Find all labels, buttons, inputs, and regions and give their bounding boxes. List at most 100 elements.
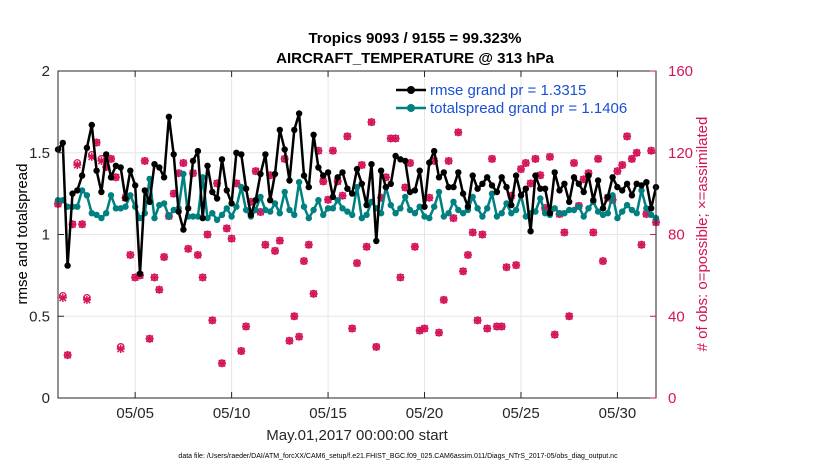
rmse-point xyxy=(527,228,534,235)
rmse-point xyxy=(508,201,515,209)
rmse-point xyxy=(537,185,544,192)
obs-assimilated-marker xyxy=(116,344,125,353)
rmse-point xyxy=(199,214,206,222)
totalspread-point xyxy=(127,192,134,199)
x-tick-label-1: 05/10 xyxy=(213,405,251,422)
rmse-point xyxy=(122,195,129,202)
rmse-point xyxy=(522,185,529,192)
rmse-point xyxy=(556,187,563,194)
rmse-point xyxy=(223,187,230,194)
legend-rmse-label: rmse grand pr = 1.3315 xyxy=(430,82,586,99)
totalspread-point xyxy=(498,210,505,217)
totalspread-point xyxy=(315,197,322,204)
totalspread-point xyxy=(78,187,86,194)
rmse-point xyxy=(300,172,308,179)
legend-rmse-marker xyxy=(407,86,415,94)
totalspread-point xyxy=(623,201,631,209)
obs-assimilated-marker xyxy=(237,346,246,355)
rmse-point xyxy=(209,188,216,196)
chart-title-line1: Tropics 9093 / 9155 = 99.323% xyxy=(308,30,521,47)
rmse-point xyxy=(349,190,356,197)
rmse-point xyxy=(479,180,486,187)
obs-assimilated-marker xyxy=(632,148,641,157)
obs-assimilated-marker xyxy=(521,158,530,167)
rmse-point xyxy=(204,162,211,169)
totalspread-point xyxy=(267,208,274,215)
obs-assimilated-marker xyxy=(444,156,453,165)
obs-assimilated-marker xyxy=(353,259,361,268)
rmse-point xyxy=(450,183,457,191)
totalspread-point xyxy=(242,206,250,214)
rmse-point xyxy=(426,159,433,166)
totalspread-point xyxy=(431,203,438,210)
totalspread-point xyxy=(339,205,346,212)
obs-assimilated-marker xyxy=(82,295,91,304)
rmse-point xyxy=(262,151,269,158)
rmse-point xyxy=(228,200,235,207)
rmse-point xyxy=(387,180,394,187)
rmse-point xyxy=(464,203,472,210)
rmse-point xyxy=(566,198,573,205)
totalspread-point xyxy=(238,183,245,191)
totalspread-point xyxy=(88,210,96,217)
rmse-point xyxy=(551,169,558,176)
totalspread-point xyxy=(353,183,361,191)
totalspread-point xyxy=(122,203,129,210)
rmse-point xyxy=(541,185,549,192)
totalspread-point xyxy=(329,205,337,212)
totalspread-point xyxy=(551,205,558,212)
totalspread-point xyxy=(349,211,356,219)
rmse-point xyxy=(242,185,250,192)
totalspread-point xyxy=(628,206,636,214)
totalspread-point xyxy=(556,210,563,217)
y-left-tick-label-3: 1.5 xyxy=(29,145,50,162)
obs-assimilated-marker xyxy=(449,214,458,223)
rmse-point xyxy=(411,187,419,194)
totalspread-point xyxy=(233,203,240,210)
totalspread-point xyxy=(392,210,399,217)
rmse-point xyxy=(233,149,240,156)
rmse-point xyxy=(638,182,645,189)
rmse-point xyxy=(276,126,283,134)
rmse-point xyxy=(455,169,462,176)
y-right-tick-label-1: 40 xyxy=(668,308,685,325)
rmse-point xyxy=(117,164,124,171)
obs-assimilated-marker xyxy=(468,228,477,237)
totalspread-point xyxy=(580,213,587,220)
totalspread-point xyxy=(180,170,187,178)
totalspread-point xyxy=(344,208,351,215)
totalspread-point xyxy=(305,214,312,222)
rmse-series xyxy=(54,110,660,277)
rmse-point xyxy=(93,167,100,174)
rmse-point xyxy=(445,183,452,191)
rmse-point xyxy=(599,205,607,212)
obs-assimilated-marker xyxy=(290,312,299,321)
y-left-axis-ticks: 0 0.5 1 1.5 2 xyxy=(29,63,64,407)
totalspread-point xyxy=(358,214,365,222)
obs-assimilated-marker xyxy=(372,342,381,351)
rmse-point xyxy=(103,151,110,158)
obs-assimilated-marker xyxy=(155,285,164,294)
obs-assimilated-marker xyxy=(531,154,540,163)
rmse-point xyxy=(561,180,568,187)
totalspread-point xyxy=(455,206,462,214)
x-tick-label-5: 05/30 xyxy=(599,405,637,422)
rmse-point xyxy=(98,188,105,196)
rmse-point xyxy=(402,157,409,165)
rmse-point xyxy=(498,174,505,181)
obs-assimilated-marker xyxy=(203,230,212,239)
obs-assimilated-marker xyxy=(637,240,646,249)
totalspread-point xyxy=(165,213,173,220)
obs-assimilated-marker xyxy=(425,193,434,202)
totalspread-point xyxy=(469,193,476,201)
totalspread-point xyxy=(585,205,592,212)
y-left-tick-label-4: 2 xyxy=(42,63,50,80)
obs-assimilated-marker xyxy=(497,322,506,331)
obs-assimilated-marker xyxy=(647,146,656,155)
totalspread-point xyxy=(406,206,414,214)
totalspread-point xyxy=(445,210,452,217)
totalspread-point xyxy=(493,213,501,220)
totalspread-point xyxy=(619,208,626,215)
totalspread-point xyxy=(416,203,423,210)
